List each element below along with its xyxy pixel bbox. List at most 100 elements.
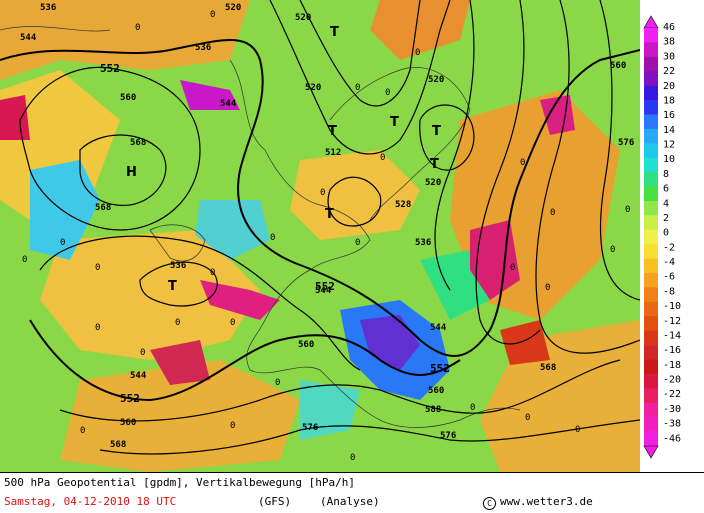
contour-label: 536 [195,43,211,53]
scale-swatch [644,359,658,375]
zero-label: 0 [320,188,325,198]
geopotential-contours [0,0,640,455]
low-pressure-marker: T [432,124,441,139]
scale-swatch [644,100,658,115]
contour-label: 576 [618,138,634,148]
zero-label: 0 [625,205,630,215]
low-pressure-marker: T [328,124,337,139]
contour-label: 536 [415,238,431,248]
scale-swatch [644,402,658,418]
color-scale-legend: 4638302220181614121086420-2-4-6-8-10-12-… [643,15,681,459]
contour-label: 568 [95,203,111,213]
low-pressure-marker: T [168,279,177,294]
scale-label: 18 [663,95,675,106]
scale-label: 8 [663,169,669,180]
scale-label: 14 [663,125,675,136]
contour-label: 560 [120,418,136,428]
contour-label: 520 [428,75,444,85]
scale-swatch [644,28,658,43]
scale-label: 38 [663,37,675,48]
scale-swatch [644,114,658,130]
coastlines [0,26,521,428]
weather-map: 552 560 568 568 536 552 544 560 568 520 … [0,0,640,472]
scale-label: -6 [663,272,675,283]
zero-label: 0 [230,318,235,328]
contour-label: 544 [220,99,237,109]
contour-label: 552 [315,280,335,293]
scale-swatch [644,172,658,187]
contour-label: 544 [315,286,332,296]
pressure-centers: T T T T T T T H [126,25,441,294]
scale-swatch [644,42,658,58]
contour-label: 560 [428,386,444,396]
scale-label: 4 [663,198,669,209]
scale-swatch [644,143,658,159]
scale-swatch [644,128,658,144]
vertical-motion-field [0,0,640,472]
contour-label: 544 [20,33,37,43]
zero-label: 0 [575,425,580,435]
zero-labels: 0 0 0 0 0 0 0 0 0 0 0 0 0 0 0 0 0 0 0 0 … [22,10,630,463]
zero-label: 0 [140,348,145,358]
contour-label: 560 [610,61,626,71]
contour-labels: 552 560 568 568 536 552 544 560 568 520 … [20,3,634,450]
contour-label: 552 [120,392,140,405]
contour-label: 588 [425,405,441,415]
contour-label: 568 [540,363,556,373]
low-pressure-marker: T [330,25,339,40]
zero-label: 0 [210,10,215,20]
scale-label: 16 [663,110,675,121]
scale-arrow-top [643,15,659,29]
contour-label: 576 [440,431,456,441]
scale-label: -30 [663,404,681,415]
scale-swatch [644,215,658,231]
scale-label: -4 [663,257,675,268]
scale-swatch [644,417,658,432]
copyright-icon: C [483,497,496,510]
map-caption: 500 hPa Geopotential [gpdm], Vertikalbew… [4,476,355,489]
scale-swatch [644,200,658,216]
scale-label: 30 [663,51,675,62]
zero-label: 0 [355,83,360,93]
contour-label: 536 [170,261,186,271]
zero-label: 0 [350,453,355,463]
high-pressure-marker: H [126,165,137,180]
scale-label: 2 [663,213,669,224]
zero-label: 0 [470,403,475,413]
zero-label: 0 [80,426,85,436]
scale-swatch [644,388,658,404]
zero-label: 0 [60,238,65,248]
zero-label: 0 [95,263,100,273]
zero-label: 0 [380,153,385,163]
model-name: (GFS) [258,495,292,508]
scale-label: 10 [663,154,675,165]
zero-label: 0 [550,208,555,218]
contour-label: 552 [430,362,450,375]
scale-swatch [644,56,658,72]
scale-swatch [644,186,658,202]
scale-swatch [644,431,658,447]
zero-label: 0 [210,268,215,278]
zero-label: 0 [22,255,27,265]
contour-label: 576 [302,423,318,433]
scale-swatch [644,229,658,245]
scale-label: 46 [663,22,675,33]
zero-label: 0 [385,88,390,98]
scale-label: 20 [663,81,675,92]
scale-swatch [644,71,658,86]
zero-label: 0 [270,233,275,243]
contour-label: 544 [130,371,147,381]
contour-label: 520 [305,83,321,93]
zero-label: 0 [135,23,140,33]
scale-label: -2 [663,242,675,253]
scale-arrow-bottom [643,445,659,459]
zero-label: 0 [415,48,420,58]
scale-swatch [644,287,658,303]
contour-label: 528 [395,200,411,210]
contour-label: 520 [425,178,441,188]
contour-label: 568 [110,440,126,450]
contour-label: 560 [298,340,314,350]
scale-swatch [644,301,658,317]
scale-swatch [644,244,658,259]
